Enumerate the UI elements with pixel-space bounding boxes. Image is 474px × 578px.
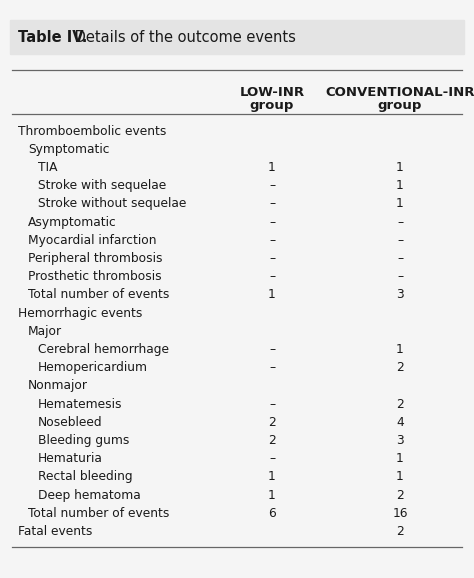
Text: Stroke with sequelae: Stroke with sequelae: [38, 179, 166, 192]
Text: –: –: [269, 216, 275, 229]
Text: 1: 1: [396, 198, 404, 210]
Text: –: –: [269, 452, 275, 465]
Text: Hemorrhagic events: Hemorrhagic events: [18, 306, 142, 320]
Text: TIA: TIA: [38, 161, 57, 174]
Text: 2: 2: [396, 398, 404, 410]
Text: 16: 16: [392, 507, 408, 520]
Text: Prosthetic thrombosis: Prosthetic thrombosis: [28, 270, 162, 283]
Text: Stroke without sequelae: Stroke without sequelae: [38, 198, 186, 210]
Text: group: group: [250, 99, 294, 113]
Text: –: –: [269, 343, 275, 356]
Text: –: –: [269, 398, 275, 410]
Text: –: –: [397, 270, 403, 283]
Text: Hemopericardium: Hemopericardium: [38, 361, 148, 374]
Bar: [10, 20, 464, 54]
Text: 2: 2: [396, 525, 404, 538]
Text: 1: 1: [268, 288, 276, 301]
Text: 6: 6: [268, 507, 276, 520]
Text: LOW-INR: LOW-INR: [239, 86, 305, 98]
Text: 3: 3: [396, 434, 404, 447]
Text: 1: 1: [396, 161, 404, 174]
Text: Bleeding gums: Bleeding gums: [38, 434, 129, 447]
Text: Nonmajor: Nonmajor: [28, 379, 88, 392]
Text: 2: 2: [396, 361, 404, 374]
Text: Rectal bleeding: Rectal bleeding: [38, 470, 133, 483]
Text: 1: 1: [268, 161, 276, 174]
Text: –: –: [269, 198, 275, 210]
Text: CONVENTIONAL-INR: CONVENTIONAL-INR: [325, 86, 474, 98]
Text: 2: 2: [268, 434, 276, 447]
Text: –: –: [269, 179, 275, 192]
Text: 1: 1: [396, 470, 404, 483]
Text: Hematuria: Hematuria: [38, 452, 103, 465]
Text: 2: 2: [268, 416, 276, 429]
Text: –: –: [269, 361, 275, 374]
Text: 1: 1: [396, 343, 404, 356]
Text: Total number of events: Total number of events: [28, 507, 169, 520]
Text: 3: 3: [396, 288, 404, 301]
Text: Deep hematoma: Deep hematoma: [38, 488, 141, 502]
Text: Cerebral hemorrhage: Cerebral hemorrhage: [38, 343, 169, 356]
Text: Table IV.: Table IV.: [18, 29, 87, 45]
Text: –: –: [269, 234, 275, 247]
Text: Hematemesis: Hematemesis: [38, 398, 122, 410]
Text: Nosebleed: Nosebleed: [38, 416, 103, 429]
Text: 1: 1: [268, 488, 276, 502]
Text: –: –: [397, 252, 403, 265]
Text: 1: 1: [268, 470, 276, 483]
Text: –: –: [269, 252, 275, 265]
Text: Thromboembolic events: Thromboembolic events: [18, 125, 166, 138]
Text: Myocardial infarction: Myocardial infarction: [28, 234, 156, 247]
Text: Asymptomatic: Asymptomatic: [28, 216, 117, 229]
Text: Details of the outcome events: Details of the outcome events: [70, 29, 296, 45]
Text: 1: 1: [396, 452, 404, 465]
Text: Peripheral thrombosis: Peripheral thrombosis: [28, 252, 163, 265]
Text: 1: 1: [396, 179, 404, 192]
Text: Total number of events: Total number of events: [28, 288, 169, 301]
Text: Major: Major: [28, 325, 62, 338]
Text: 4: 4: [396, 416, 404, 429]
Text: –: –: [397, 234, 403, 247]
Text: Symptomatic: Symptomatic: [28, 143, 109, 156]
Text: Fatal events: Fatal events: [18, 525, 92, 538]
Text: –: –: [269, 270, 275, 283]
Text: group: group: [378, 99, 422, 113]
Text: –: –: [397, 216, 403, 229]
Text: 2: 2: [396, 488, 404, 502]
